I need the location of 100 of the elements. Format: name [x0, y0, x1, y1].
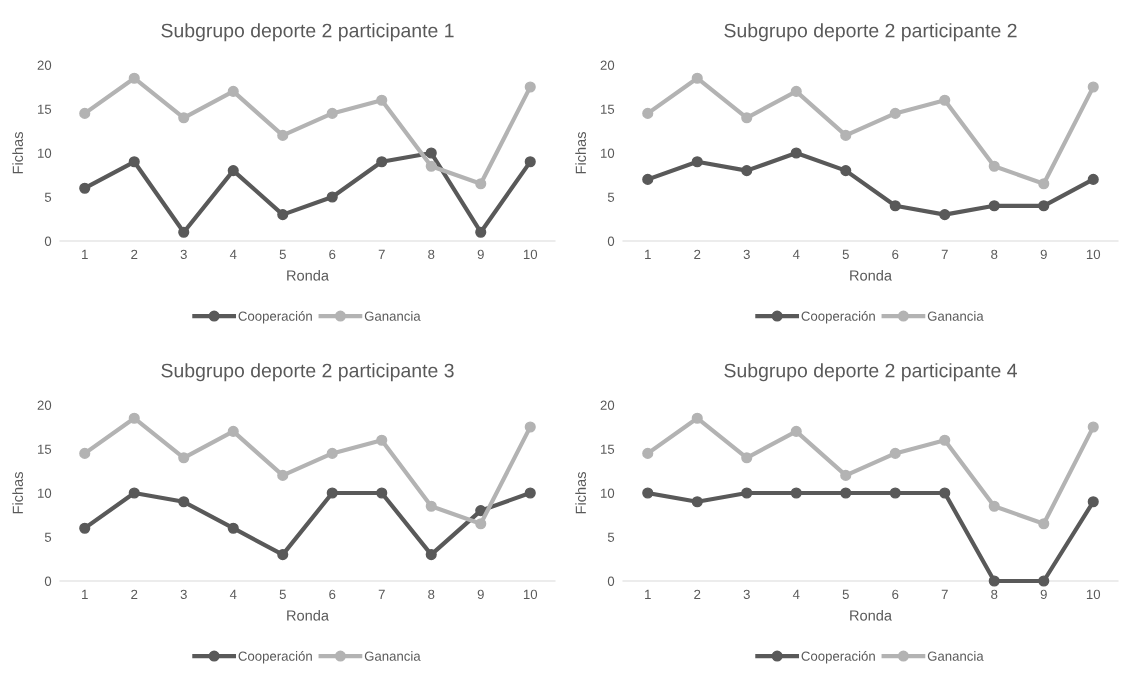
x-tick-label: 3 [743, 589, 750, 600]
point [524, 487, 536, 499]
legend-label: Cooperación [801, 650, 875, 664]
x-tick-label: 4 [229, 249, 237, 259]
y-tick-label: 0 [607, 236, 615, 246]
point [741, 112, 753, 124]
x-tick-label: 6 [892, 249, 899, 260]
point [642, 487, 654, 499]
x-axis-title: Ronda [287, 269, 329, 281]
point [840, 487, 852, 499]
point [425, 160, 437, 172]
y-tick-label: 5 [607, 192, 615, 202]
x-tick-label: 9 [1040, 589, 1047, 600]
point [741, 487, 753, 499]
y-tick-label: 0 [44, 576, 52, 586]
y-tick-label: 10 [601, 148, 615, 158]
x-axis-title: Ronda [287, 609, 329, 621]
point [1087, 173, 1099, 185]
point [376, 156, 388, 168]
y-tick-label: 5 [44, 532, 52, 542]
point [475, 226, 487, 238]
point [128, 487, 140, 499]
x-tick-label: 8 [991, 249, 998, 260]
x-tick-label: 7 [941, 249, 948, 259]
point [277, 469, 289, 481]
x-tick-label: 5 [842, 589, 849, 600]
chart-title: Subgrupo deporte 2 participante 2 [724, 23, 1017, 42]
point [178, 112, 190, 124]
point [790, 487, 802, 499]
y-axis-title: Fichas [12, 472, 23, 514]
x-tick-label: 9 [477, 589, 484, 600]
point [1038, 575, 1050, 587]
x-axis-title: Ronda [850, 269, 892, 281]
x-tick-label: 6 [892, 589, 899, 600]
point [840, 469, 852, 481]
x-tick-label: 2 [694, 589, 701, 599]
point [326, 191, 338, 203]
point [376, 94, 388, 106]
x-tick-label: 9 [477, 249, 484, 260]
point [1087, 496, 1099, 508]
point [790, 85, 802, 97]
point [691, 412, 703, 424]
point [889, 447, 901, 459]
point [691, 496, 703, 508]
y-tick-label: 20 [600, 400, 615, 410]
y-tick-label: 20 [37, 60, 52, 70]
y-tick-label: 15 [38, 104, 52, 114]
point [376, 487, 388, 499]
x-tick-label: 10 [1086, 589, 1101, 600]
x-tick-label: 10 [523, 589, 538, 600]
x-tick-label: 8 [428, 249, 435, 260]
x-tick-label: 7 [378, 249, 385, 259]
point [227, 425, 239, 437]
x-tick-label: 3 [743, 249, 750, 260]
point [79, 447, 91, 459]
legend-label: Cooperación [238, 310, 312, 324]
point [988, 575, 1000, 587]
point [988, 500, 1000, 512]
x-tick-label: 4 [792, 589, 800, 599]
point [79, 522, 91, 534]
y-tick-label: 5 [607, 532, 615, 542]
x-tick-label: 6 [329, 589, 336, 600]
x-tick-label: 7 [378, 589, 385, 599]
point [277, 129, 289, 141]
point [988, 160, 1000, 172]
y-axis-title: Fichas [575, 472, 586, 514]
point [939, 487, 951, 499]
point [376, 434, 388, 446]
point [227, 85, 239, 97]
y-tick-label: 15 [38, 444, 52, 454]
x-tick-label: 1 [82, 589, 88, 599]
chart-title: Subgrupo deporte 2 participante 3 [161, 363, 454, 382]
x-axis-title: Ronda [850, 609, 892, 621]
point [1038, 178, 1050, 190]
y-tick-label: 0 [607, 576, 615, 586]
x-tick-label: 5 [279, 249, 286, 260]
point [939, 209, 951, 221]
x-tick-label: 3 [180, 249, 187, 260]
x-tick-label: 2 [131, 589, 138, 599]
point [988, 200, 1000, 212]
point [475, 178, 487, 190]
point [475, 518, 487, 530]
point [227, 522, 239, 534]
y-tick-label: 5 [44, 192, 52, 202]
point [889, 200, 901, 212]
x-tick-label: 3 [180, 589, 187, 600]
x-tick-label: 2 [131, 249, 138, 259]
legend-label: Ganancia [927, 651, 984, 661]
legend-label: Cooperación [238, 650, 312, 664]
point [425, 500, 437, 512]
point [790, 425, 802, 437]
point [642, 107, 654, 119]
point [1038, 200, 1050, 212]
x-tick-label: 4 [792, 249, 800, 259]
x-tick-label: 7 [941, 589, 948, 599]
x-tick-label: 8 [991, 589, 998, 600]
x-tick-label: 1 [645, 589, 651, 599]
x-tick-label: 1 [82, 249, 88, 259]
point [326, 447, 338, 459]
point [1087, 81, 1099, 93]
